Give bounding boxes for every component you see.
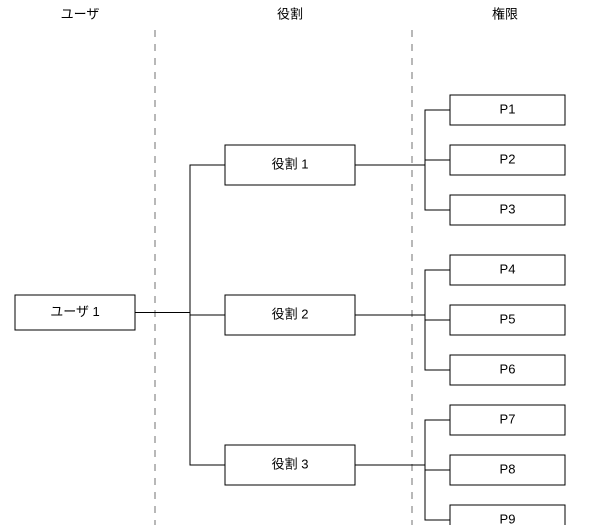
node-label-p8: P8: [500, 461, 516, 476]
edge-role3-p7: [355, 420, 450, 465]
node-label-p4: P4: [500, 261, 516, 276]
node-label-p3: P3: [500, 201, 516, 216]
edge-user1-role1: [135, 165, 225, 313]
node-label-role1: 役割 1: [272, 156, 309, 171]
edge-role1-p2: [355, 160, 450, 165]
edge-role3-p8: [355, 465, 450, 470]
edge-user1-role3: [135, 313, 225, 466]
column-header-users: ユーザ: [61, 6, 100, 21]
node-label-user1: ユーザ 1: [50, 304, 100, 319]
node-label-role3: 役割 3: [272, 456, 309, 471]
node-label-p6: P6: [500, 361, 516, 376]
rbac-tree-diagram: ユーザ 役割 権限ユーザ 1 役割 1 役割 2 役割 3 P1 P2 P3 P4 P5 P6 P7 P8…: [0, 0, 602, 525]
node-label-p2: P2: [500, 151, 516, 166]
edge-role2-p5: [355, 315, 450, 320]
column-header-roles: 役割: [277, 6, 303, 21]
edge-role1-p1: [355, 110, 450, 165]
node-label-role2: 役割 2: [272, 306, 309, 321]
edge-role1-p3: [355, 165, 450, 210]
edge-role2-p4: [355, 270, 450, 315]
node-label-p7: P7: [500, 411, 516, 426]
edge-role2-p6: [355, 315, 450, 370]
node-label-p1: P1: [500, 101, 516, 116]
column-header-permissions: 権限: [492, 6, 518, 21]
node-label-p5: P5: [500, 311, 516, 326]
node-label-p9: P9: [500, 511, 516, 525]
edge-role3-p9: [355, 465, 450, 520]
